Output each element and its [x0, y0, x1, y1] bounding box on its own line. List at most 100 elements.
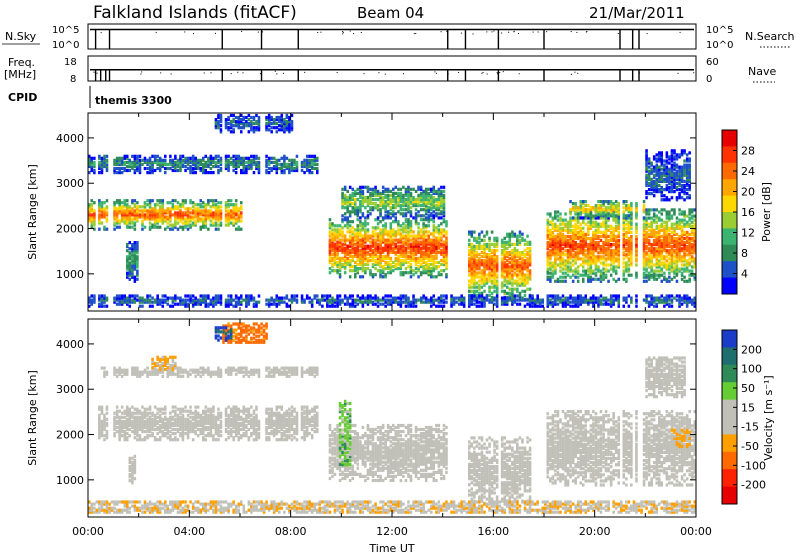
scatter-cell: [103, 225, 106, 229]
scatter-cell: [685, 214, 689, 218]
scatter-cell: [331, 265, 334, 269]
scatter-cell: [161, 209, 165, 213]
scatter-cell: [143, 156, 147, 160]
frequency-panel: Freq. [MHz] 18 8 60 0 Nave: [4, 55, 776, 85]
scatter-cell: [275, 118, 279, 122]
scatter-cell: [508, 232, 512, 236]
scatter-cell: [665, 224, 669, 228]
scatter-cell: [528, 253, 532, 257]
scatter-cell: [551, 273, 555, 277]
scatter-cell: [670, 171, 674, 175]
scatter-cell: [376, 189, 380, 193]
scatter-cell: [683, 218, 686, 222]
scatter-cell: [589, 206, 593, 210]
scatter-cell: [212, 217, 215, 221]
scatter-cell: [609, 208, 613, 212]
scatter-cell: [670, 151, 674, 155]
scatter-cell: [267, 156, 271, 160]
scatter-cell: [663, 177, 666, 181]
scatter-cell: [371, 234, 375, 238]
scatter-cell: [255, 156, 258, 160]
scatter-cell: [409, 202, 413, 206]
scatter-cell: [592, 269, 595, 273]
scatter-cell: [693, 218, 697, 222]
scatter-cell: [511, 234, 514, 238]
scatter-cell: [288, 158, 291, 162]
scatter-cell: [566, 255, 570, 259]
scatter-cell: [430, 244, 433, 248]
scatter-cell: [348, 202, 352, 206]
scatter-cell: [473, 291, 476, 295]
scatter-cell: [609, 273, 613, 277]
scatter-cell: [419, 193, 423, 197]
scatter-cell: [483, 250, 486, 255]
scatter-cell: [503, 253, 507, 257]
scatter-cell: [526, 279, 529, 283]
scatter-cell: [194, 164, 197, 169]
scatter-cell: [660, 255, 664, 259]
scatter-cell: [397, 262, 400, 267]
scatter-cell: [589, 265, 593, 269]
scatter-cell: [665, 234, 669, 239]
scatter-cell: [133, 171, 137, 175]
scatter-cell: [478, 285, 481, 289]
scatter-cell: [250, 124, 253, 128]
scatter-cell: [158, 156, 162, 160]
scatter-cell: [234, 115, 238, 120]
scatter-cell: [642, 245, 646, 249]
scatter-cell: [113, 201, 116, 205]
scatter-cell: [483, 263, 486, 267]
scatter-cell: [219, 205, 223, 209]
scatter-cell: [597, 200, 600, 204]
scatter-cell: [607, 224, 610, 228]
scatter-cell: [151, 154, 154, 158]
scatter-cell: [508, 277, 512, 281]
scatter-cell: [397, 256, 400, 260]
scatter-cell: [336, 250, 339, 254]
scatter-cell: [412, 197, 415, 202]
scatter-cell: [579, 251, 583, 255]
scatter-cell: [668, 243, 671, 247]
scatter-cell: [576, 214, 580, 218]
scatter-cell: [554, 236, 557, 241]
scatter-cell: [655, 269, 659, 273]
scatter-cell: [587, 251, 590, 255]
scatter-cell: [571, 202, 575, 206]
scatter-cell: [551, 261, 555, 265]
scatter-cell: [131, 257, 134, 261]
scatter-cell: [128, 225, 132, 229]
scatter-cell: [93, 160, 96, 164]
scatter-cell: [219, 128, 223, 132]
scatter-cell: [630, 251, 633, 255]
scatter-cell: [113, 158, 116, 162]
scatter-cell: [503, 279, 507, 283]
scatter-cell: [508, 253, 512, 257]
scatter-cell: [424, 216, 428, 220]
scatter-cell: [272, 120, 276, 124]
scatter-cell: [587, 277, 590, 281]
scatter-cell: [435, 240, 438, 244]
scatter-cell: [356, 236, 360, 240]
scatter-cell: [422, 238, 425, 242]
scatter-cell: [660, 192, 664, 196]
scatter-cell: [587, 255, 590, 259]
scatter-cell: [156, 166, 159, 171]
scatter-cell: [240, 211, 243, 215]
scatter-cell: [470, 242, 474, 246]
scatter-cell: [427, 210, 431, 214]
scatter-cell: [409, 250, 413, 254]
scatter-cell: [549, 265, 552, 269]
scatter-cell: [105, 227, 109, 231]
scatter-cell: [126, 203, 129, 207]
trace-dot: [446, 30, 448, 32]
scatter-cell: [394, 191, 398, 195]
scatter-cell: [399, 228, 403, 232]
scatter-cell: [386, 244, 390, 248]
scatter-cell: [693, 238, 697, 243]
scatter-cell: [571, 273, 575, 277]
scatter-cell: [399, 244, 403, 248]
scatter-cell: [587, 236, 590, 241]
scatter-cell: [128, 158, 132, 162]
scatter-cell: [645, 241, 648, 245]
scatter-cell: [348, 200, 352, 204]
